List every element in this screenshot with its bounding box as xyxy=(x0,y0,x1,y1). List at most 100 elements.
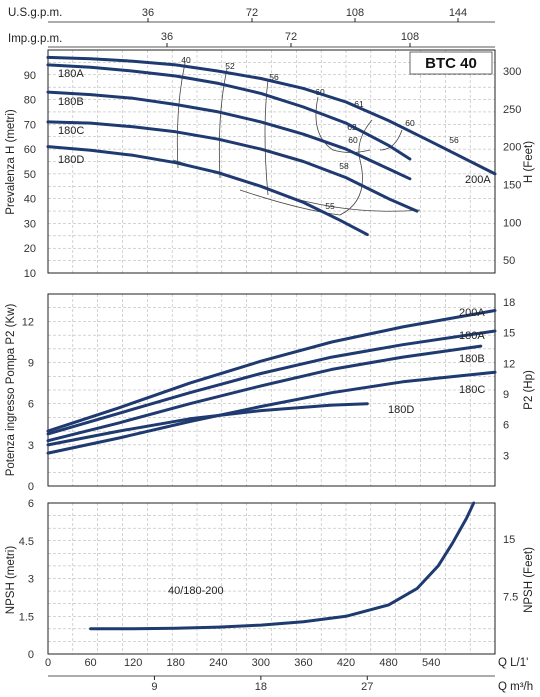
head-feet-tick-label: 100 xyxy=(503,217,521,229)
power-curve-180d xyxy=(46,402,369,447)
head-series-label-180a: 180A xyxy=(58,68,84,80)
flow-lmin-tick-label: 0 xyxy=(45,657,51,669)
title-box xyxy=(409,51,493,75)
npsh-y-tick-label: 0 xyxy=(28,649,34,661)
head-curve-180d xyxy=(46,145,369,237)
head-chart: 10 20 30 40 50 60 70 80 90 50 100 150 200 250 300 Preva… xyxy=(5,49,535,280)
flow-lmin-axis-title: Q L/1' xyxy=(498,657,528,669)
flow-lmin-tick-label: 240 xyxy=(209,657,227,669)
power-curve-180a xyxy=(46,329,497,436)
power-y-tick-label: 9 xyxy=(28,358,34,370)
impgpm-axis-label: Imp.g.p.m. xyxy=(8,33,62,45)
head-y-tick-label: 30 xyxy=(24,218,36,230)
head-feet-tick-label: 150 xyxy=(503,179,521,191)
power-y-tick-label: 6 xyxy=(28,399,34,411)
efficiency-iso-line xyxy=(264,79,269,196)
efficiency-label: 60 xyxy=(315,87,325,97)
power-y-tick-label: 0 xyxy=(28,481,34,493)
flow-lmin-tick-label: 480 xyxy=(379,657,397,669)
efficiency-label: 58 xyxy=(339,161,349,171)
usgpm-tick-label: 72 xyxy=(246,7,258,19)
head-series-label-180d: 180D xyxy=(58,154,84,166)
npsh-curve xyxy=(89,501,476,631)
head-curve-180b xyxy=(46,90,412,181)
efficiency-label: 61 xyxy=(354,99,364,109)
efficiency-iso-line xyxy=(239,119,373,216)
npsh-y-tick-label: 6 xyxy=(28,498,34,510)
head-feet-tick-label: 300 xyxy=(503,66,521,78)
head-feet-axis-title: H (Feet) xyxy=(523,141,535,183)
power-hp-axis-title: P2 (Hp) xyxy=(523,370,535,410)
power-curve-180c xyxy=(46,370,497,455)
power-hp-tick-label: 12 xyxy=(503,358,515,370)
head-y-tick-label: 40 xyxy=(24,194,36,206)
head-feet-tick-label: 200 xyxy=(503,142,521,154)
power-y-tick-label: 3 xyxy=(28,440,34,452)
efficiency-label: 40 xyxy=(181,55,191,65)
efficiency-label: 56 xyxy=(269,72,279,82)
impgpm-tick-label: 108 xyxy=(401,31,419,43)
flow-m3h-tick-label: 18 xyxy=(255,681,267,693)
power-curve-200a xyxy=(46,309,497,433)
head-y-tick-label: 90 xyxy=(24,70,36,82)
npsh-series-label: 40/180-200 xyxy=(168,585,224,597)
chart-title: BTC 40 xyxy=(425,55,477,72)
flow-lmin-tick-label: 360 xyxy=(294,657,312,669)
power-y-axis-title: Potenza ingresso Pompa P2 (Kw) xyxy=(5,304,17,477)
efficiency-iso-line xyxy=(379,129,403,151)
impgpm-tick-label: 36 xyxy=(161,31,173,43)
power-series-label-180d: 180D xyxy=(388,404,414,416)
power-series-label-200a: 200A xyxy=(459,307,485,319)
flow-lmin-tick-label: 540 xyxy=(422,657,440,669)
flow-lmin-tick-label: 180 xyxy=(167,657,185,669)
head-y-tick-label: 10 xyxy=(24,268,36,280)
efficiency-label: 56 xyxy=(449,135,459,145)
flow-m3h-tick-label: 9 xyxy=(151,681,157,693)
head-curve-180c xyxy=(46,120,419,213)
usgpm-tick-label: 144 xyxy=(449,7,467,19)
efficiency-label: 60 xyxy=(405,118,415,128)
usgpm-axis-label: U.S.g.p.m. xyxy=(8,7,62,19)
power-hp-tick-label: 3 xyxy=(503,450,509,462)
head-curve-180a xyxy=(46,63,412,161)
head-y-tick-label: 50 xyxy=(24,169,36,181)
npsh-feet-tick-label: 7.5 xyxy=(503,591,518,603)
power-hp-tick-label: 18 xyxy=(503,297,515,309)
power-hp-tick-label: 6 xyxy=(503,420,509,432)
npsh-feet-axis-title: NPSH (Feet) xyxy=(523,547,535,613)
head-feet-tick-label: 250 xyxy=(503,104,521,116)
head-curve-200a xyxy=(46,55,497,176)
flow-m3h-tick-label: 27 xyxy=(361,681,373,693)
power-hp-tick-label: 15 xyxy=(503,328,515,340)
power-series-label-180b: 180B xyxy=(459,353,485,365)
head-series-label-200a: 200A xyxy=(465,174,491,186)
power-y-tick-label: 12 xyxy=(22,316,34,328)
head-series-label-180c: 180C xyxy=(58,125,84,137)
npsh-y-tick-label: 1.5 xyxy=(19,611,34,623)
npsh-y-tick-label: 4.5 xyxy=(19,536,34,548)
efficiency-label: 55 xyxy=(325,201,335,211)
head-series-label-180b: 180B xyxy=(58,96,84,108)
efficiency-iso-line xyxy=(176,62,186,169)
flow-lmin-tick-label: 300 xyxy=(252,657,270,669)
power-chart: 0 3 6 9 12 3 6 9 12 15 18 Potenza ingresso Pompa P2… xyxy=(5,293,535,493)
head-feet-tick-label: 50 xyxy=(503,255,515,267)
usgpm-tick-label: 36 xyxy=(142,7,154,19)
power-curve-180b xyxy=(46,344,483,443)
head-y-axis-title: Prevalenza H (metri) xyxy=(5,109,17,215)
efficiency-iso-line xyxy=(218,68,228,179)
plot-frame xyxy=(47,293,496,487)
npsh-y-axis-title: NPSH (metri) xyxy=(5,546,17,615)
impgpm-tick-label: 72 xyxy=(285,31,297,43)
flow-lmin-tick-label: 420 xyxy=(337,657,355,669)
power-series-label-180a: 180A xyxy=(459,330,485,342)
head-y-tick-label: 70 xyxy=(24,119,36,131)
head-y-tick-label: 80 xyxy=(24,95,36,107)
npsh-feet-tick-label: 15 xyxy=(503,534,515,546)
npsh-y-tick-label: 3 xyxy=(28,574,34,586)
npsh-chart: 0 1.5 3 4.5 6 7.5 15 NPSH (metri) NPSH (Feet) 40/… xyxy=(5,498,535,693)
top-axis-labels: U.S.g.p.m. Imp.g.p.m. 36 72 108 144 36 72 108 xyxy=(8,7,495,48)
flow-lmin-tick-label: 120 xyxy=(124,657,142,669)
flow-m3h-axis-title: Q m³/h xyxy=(498,681,533,693)
